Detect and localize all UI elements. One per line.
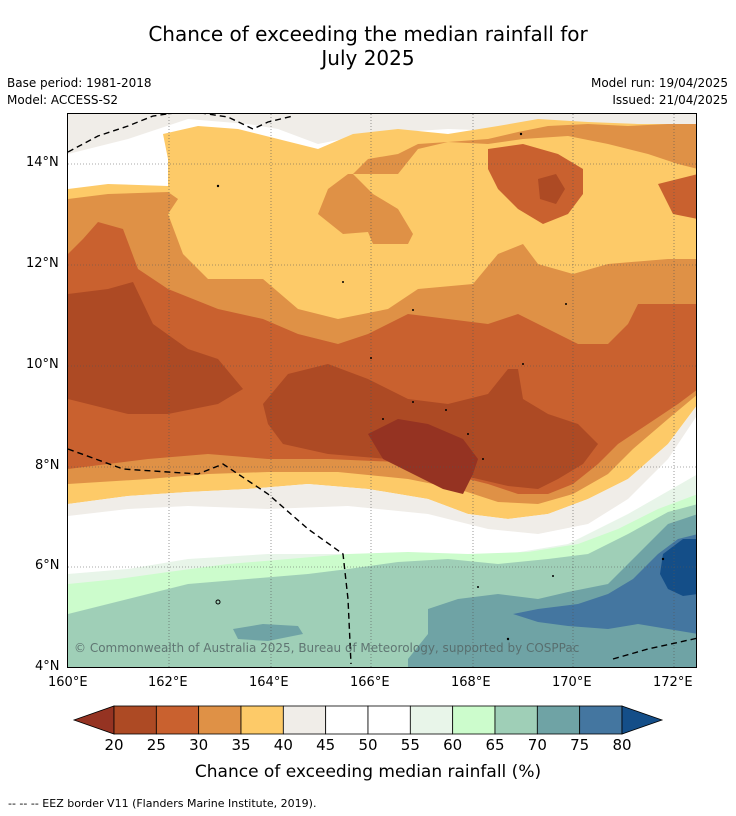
colorbar-cell <box>240 705 284 735</box>
zone-orange-mid-e <box>658 174 696 219</box>
lat-label-8n: 8°N <box>35 458 60 473</box>
zone-blue <box>513 534 696 634</box>
islands <box>215 132 665 641</box>
colorbar-cell <box>282 705 327 735</box>
colorbar-tick-label: 70 <box>527 736 547 754</box>
copyright-notice: © Commonwealth of Australia 2025, Bureau… <box>74 641 580 655</box>
chart-title-line-2: July 2025 <box>321 46 415 70</box>
zone-dark-red-ne <box>538 174 565 204</box>
colorbar-cell <box>579 705 623 735</box>
eez-border <box>68 114 696 665</box>
base-period-label: Base period: 1981-2018 <box>7 76 152 90</box>
zone-teal-west <box>233 624 303 641</box>
chart-title-line-1: Chance of exceeding the median rainfall … <box>148 22 588 46</box>
rainfall-map <box>67 113 697 668</box>
model-run-label: Model run: 19/04/2025 <box>590 76 728 90</box>
colorbar-tick-label: 75 <box>570 736 590 754</box>
lon-label-166e: 166°E <box>350 675 390 690</box>
colorbar-cell <box>494 705 538 735</box>
issued-label: Issued: 21/04/2025 <box>612 93 728 107</box>
zone-deep-blue <box>660 539 696 596</box>
colorbar-cells <box>113 705 623 735</box>
colorbar-cell <box>536 705 581 735</box>
colorbar-cell <box>198 705 242 735</box>
colorbar-tick-label: 25 <box>146 736 166 754</box>
lat-label-6n: 6°N <box>35 558 60 573</box>
colorbar-tick-label: 65 <box>485 736 505 754</box>
zone-dark-red <box>368 419 478 494</box>
zone-teal <box>408 514 696 667</box>
colorbar-tick-label: 35 <box>231 736 251 754</box>
lat-label-14n: 14°N <box>26 155 59 170</box>
colorbar-cell <box>409 705 454 735</box>
zone-south-pale <box>68 406 696 534</box>
colorbar-cell <box>155 705 200 735</box>
colorbar-high-arrow <box>621 705 664 735</box>
lon-label-172e: 172°E <box>653 675 693 690</box>
colorbar-cell <box>367 705 411 735</box>
lon-label-168e: 168°E <box>451 675 491 690</box>
colorbar-title: Chance of exceeding median rainfall (%) <box>194 762 542 782</box>
model-label: Model: ACCESS-S2 <box>7 93 119 107</box>
colorbar-tick-label: 30 <box>189 736 209 754</box>
lon-label-164e: 164°E <box>249 675 289 690</box>
colorbar-low-arrow <box>72 705 115 735</box>
colorbar-tick-label: 20 <box>104 736 124 754</box>
colorbar-cell <box>113 705 157 735</box>
colorbar <box>72 705 664 735</box>
lon-label-160e: 160°E <box>48 675 88 690</box>
colorbar-tick-label: 55 <box>400 736 420 754</box>
zone-orange-mid-ne <box>488 144 583 224</box>
lat-label-10n: 10°N <box>26 357 59 372</box>
gridlines <box>68 114 696 667</box>
colorbar-cell <box>325 705 369 735</box>
colorbar-tick-label: 80 <box>612 736 632 754</box>
colorbar-tick-label: 45 <box>316 736 336 754</box>
colorbar-tick-label: 50 <box>358 736 378 754</box>
lat-label-12n: 12°N <box>26 256 59 271</box>
lon-label-162e: 162°E <box>148 675 188 690</box>
rainfall-map-svg <box>68 114 696 667</box>
colorbar-cell <box>452 705 496 735</box>
eez-footnote: -- -- -- EEZ border V11 (Flanders Marine… <box>8 797 317 810</box>
colorbar-tick-label: 40 <box>273 736 293 754</box>
zone-red-orange <box>68 282 243 414</box>
colorbar-tick-label: 60 <box>443 736 463 754</box>
lat-label-4n: 4°N <box>35 659 60 674</box>
lon-label-170e: 170°E <box>552 675 592 690</box>
